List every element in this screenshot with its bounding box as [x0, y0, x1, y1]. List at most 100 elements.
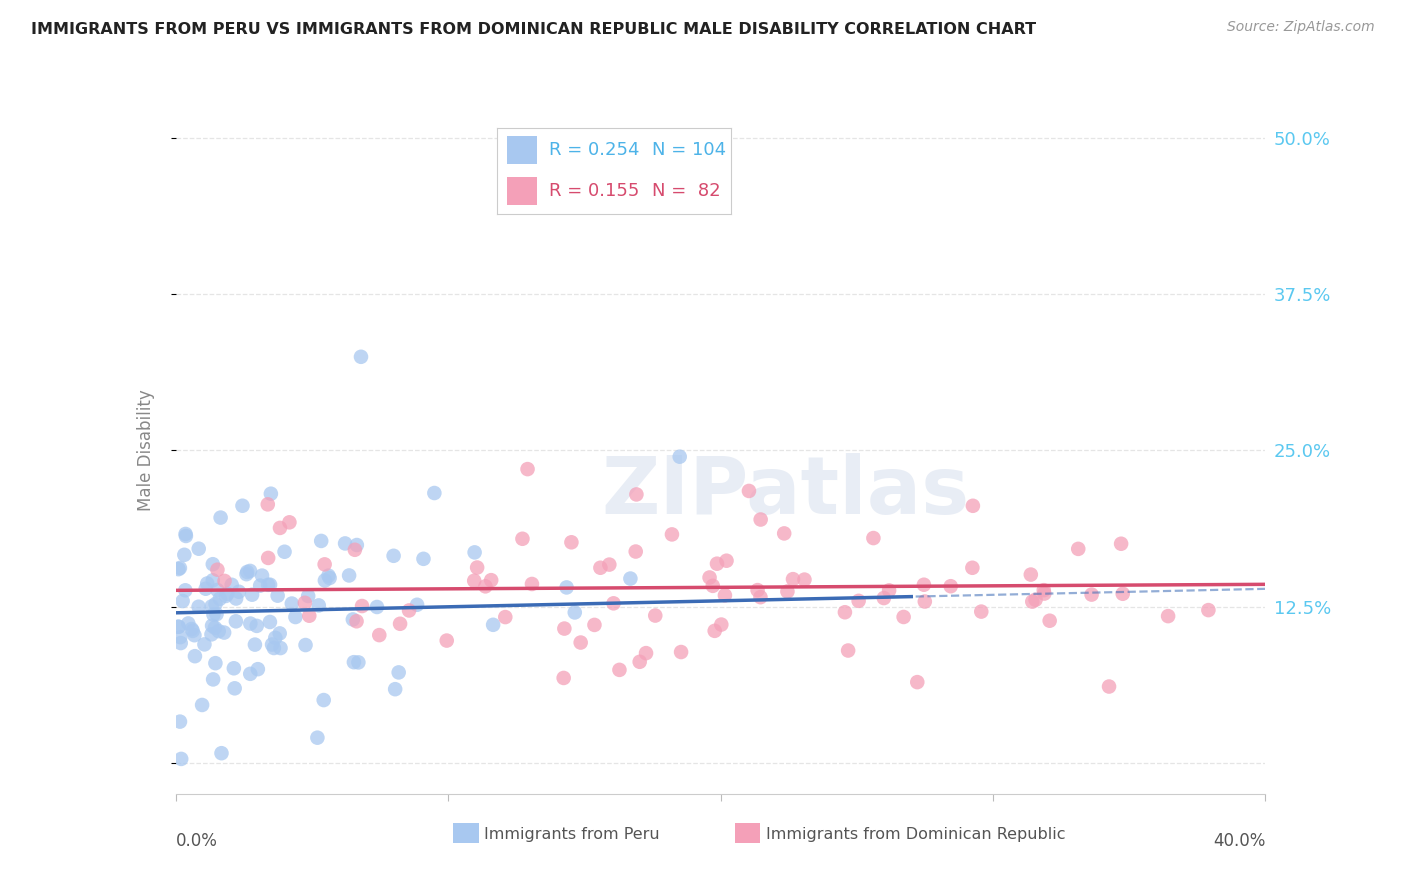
Point	[914, 594, 936, 608]
Point	[877, 583, 900, 598]
Point	[782, 572, 804, 586]
Point	[626, 487, 648, 501]
Point	[350, 350, 373, 364]
Text: Immigrants from Dominican Republic: Immigrants from Dominican Republic	[765, 827, 1066, 841]
Text: R = 0.155: R = 0.155	[548, 182, 640, 200]
Point	[749, 590, 772, 604]
Point	[1039, 614, 1062, 628]
Point	[204, 597, 226, 611]
Point	[793, 573, 815, 587]
Point	[180, 622, 202, 636]
Point	[269, 521, 291, 535]
Point	[225, 615, 247, 629]
Point	[250, 568, 273, 582]
Text: 0.0%: 0.0%	[176, 831, 218, 850]
Point	[912, 578, 935, 592]
Point	[337, 568, 360, 582]
Point	[962, 499, 984, 513]
Bar	[506, 178, 537, 205]
Point	[211, 746, 233, 760]
Text: N = 104: N = 104	[652, 141, 725, 159]
Point	[423, 486, 446, 500]
Point	[1067, 541, 1090, 556]
Point	[1197, 603, 1219, 617]
Point	[703, 624, 725, 638]
Point	[167, 620, 190, 634]
Point	[273, 545, 295, 559]
Point	[512, 532, 534, 546]
Point	[181, 624, 204, 638]
Point	[773, 526, 796, 541]
Point	[204, 656, 226, 670]
Point	[191, 698, 214, 712]
Point	[169, 630, 191, 644]
Point	[217, 587, 239, 601]
Point	[204, 621, 226, 635]
Point	[368, 628, 391, 642]
Point	[260, 638, 283, 652]
Point	[343, 655, 366, 669]
Point	[749, 512, 772, 526]
Point	[184, 649, 207, 664]
Point	[366, 599, 388, 614]
Point	[412, 551, 434, 566]
Point	[307, 731, 329, 745]
Point	[243, 638, 266, 652]
Point	[225, 591, 247, 606]
Point	[555, 581, 578, 595]
Point	[346, 614, 368, 628]
Bar	[506, 136, 537, 164]
Point	[962, 561, 984, 575]
Point	[1112, 587, 1135, 601]
Point	[520, 577, 543, 591]
Point	[309, 533, 332, 548]
Point	[465, 560, 488, 574]
Point	[235, 567, 257, 582]
Point	[318, 568, 340, 582]
Point	[266, 589, 288, 603]
Point	[436, 633, 458, 648]
Point	[281, 597, 304, 611]
Point	[174, 529, 197, 543]
Point	[661, 527, 683, 541]
Point	[284, 610, 307, 624]
Point	[668, 450, 690, 464]
Point	[257, 578, 280, 592]
Point	[352, 599, 374, 613]
Point	[202, 607, 225, 622]
Point	[479, 573, 502, 587]
Point	[169, 561, 191, 575]
Point	[174, 527, 197, 541]
Point	[384, 682, 406, 697]
Point	[224, 681, 246, 696]
Point	[212, 625, 235, 640]
Point	[239, 616, 262, 631]
Point	[1098, 680, 1121, 694]
Point	[628, 655, 651, 669]
Point	[222, 661, 245, 675]
Point	[201, 558, 224, 572]
Text: R = 0.254: R = 0.254	[548, 141, 640, 159]
Point	[170, 752, 193, 766]
Point	[177, 616, 200, 631]
Point	[308, 599, 330, 613]
Point	[312, 693, 335, 707]
Point	[294, 596, 316, 610]
Point	[174, 583, 197, 598]
Point	[297, 589, 319, 603]
Point	[183, 628, 205, 642]
Point	[598, 558, 620, 572]
Point	[209, 510, 232, 524]
Point	[200, 627, 222, 641]
Point	[342, 612, 364, 626]
Point	[202, 673, 225, 687]
Point	[893, 610, 915, 624]
Point	[568, 200, 591, 214]
Point	[589, 560, 612, 574]
Point	[747, 583, 769, 598]
Point	[239, 564, 262, 578]
Point	[714, 588, 737, 602]
Point	[609, 663, 631, 677]
Point	[236, 565, 259, 579]
Point	[264, 631, 287, 645]
